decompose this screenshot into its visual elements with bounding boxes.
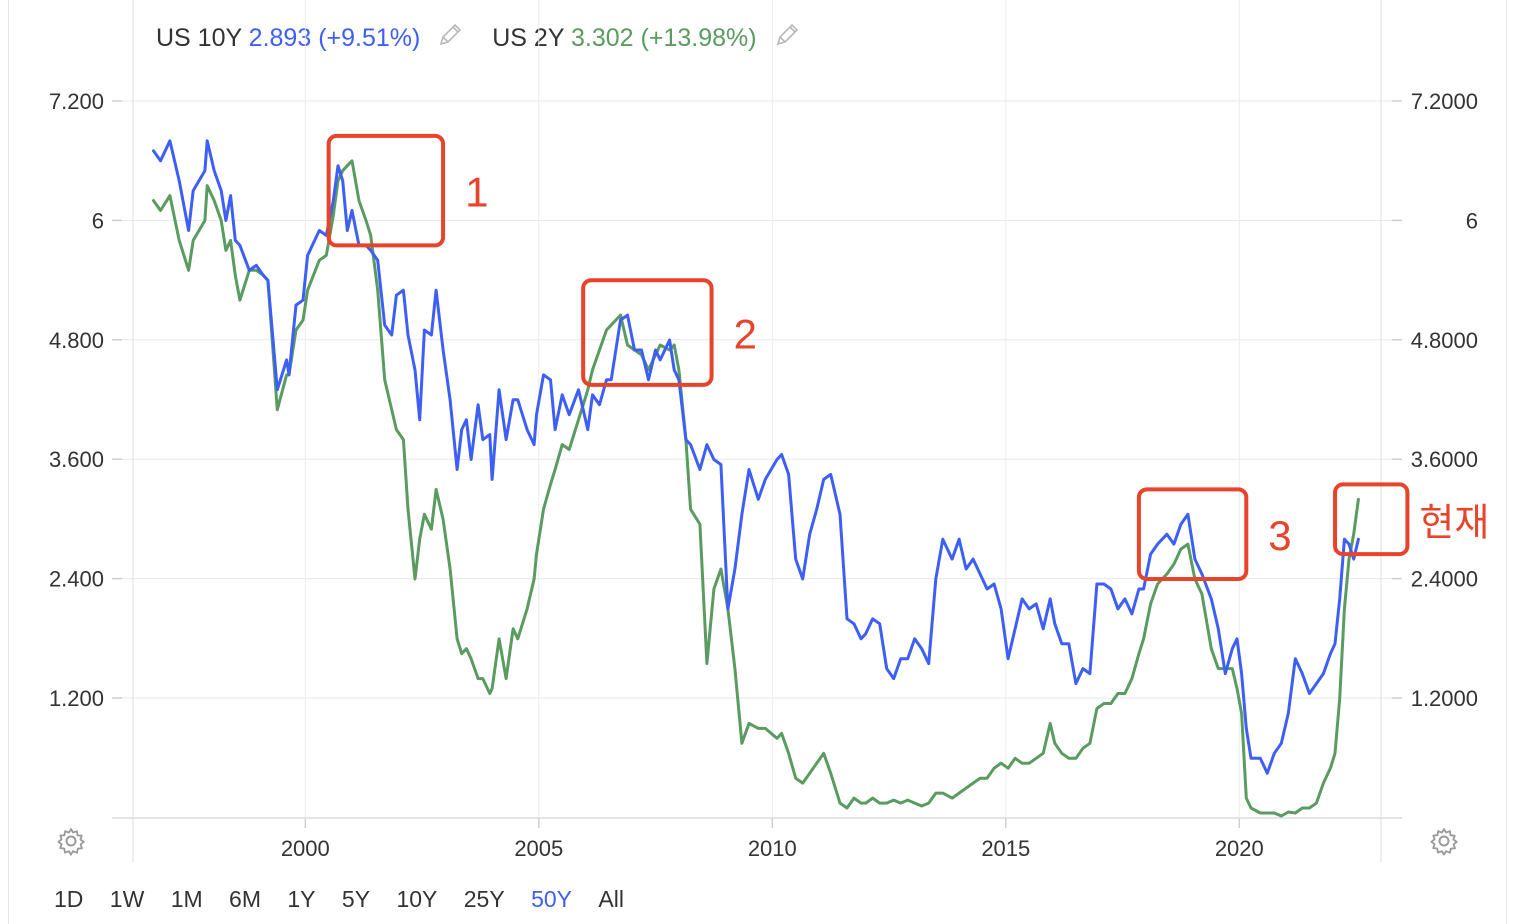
gear-icon[interactable] [1429,826,1459,856]
annotation-box [1333,482,1410,557]
range-1y[interactable]: 1Y [287,886,316,912]
range-25y[interactable]: 25Y [463,886,505,912]
legend-us2y-change: (+13.98%) [640,24,757,52]
y-tick-label-left: 7.200 [49,89,104,114]
yield-line-chart[interactable]: 7.200 7.2000 6 6 4.800 4.8000 3.600 3.6000 2.400… [0,0,1520,880]
annotation-box [326,133,446,248]
range-5y[interactable]: 5Y [341,886,371,912]
time-range-selector: 1D 1W 1M 6M 1Y 5Y 10Y 25Y 50Y All [54,886,644,913]
legend-item-us2y[interactable]: US 2Y 3.302 (+13.98%) [492,22,799,55]
y-tick-label-right: 6 [1466,208,1478,233]
legend-item-us10y[interactable]: US 10Y 2.893 (+9.51%) [156,22,463,55]
range-6m[interactable]: 6M [229,886,261,912]
x-tick-label: 2010 [748,836,797,861]
x-tick-label: 2015 [981,836,1030,861]
range-50y[interactable]: 50Y [531,886,573,912]
y-tick-label-left: 2.400 [49,567,104,592]
annotation-box [581,278,714,387]
legend-us10y-change: (+9.51%) [318,24,421,52]
x-tick-label: 2005 [514,836,563,861]
y-tick-label-right: 3.6000 [1411,447,1478,472]
range-1d[interactable]: 1D [54,886,84,912]
pencil-icon[interactable] [774,22,800,55]
legend-us2y-name: US 2Y [492,24,565,52]
annotation-label: 1 [465,169,488,216]
y-tick-label-right: 7.2000 [1411,89,1478,114]
y-tick-label-left: 4.800 [49,328,104,353]
chart-legend: US 10Y 2.893 (+9.51%) US 2Y 3.302 (+13.9… [156,22,822,55]
range-all[interactable]: All [598,886,624,912]
annotation-label: 3 [1268,512,1291,559]
y-tick-label-right: 4.8000 [1411,328,1478,353]
range-10y[interactable]: 10Y [396,886,438,912]
y-tick-label-left: 1.200 [49,686,104,711]
chart-frame-right-border [1506,0,1507,924]
legend-us2y-value: 3.302 [571,24,634,52]
pencil-icon[interactable] [437,22,463,55]
legend-us10y-value: 2.893 [248,24,312,52]
chart-frame-left-border [8,0,9,924]
range-1w[interactable]: 1W [109,886,145,912]
x-tick-label: 2020 [1215,836,1264,861]
gear-icon[interactable] [56,826,86,856]
series-line-us10y [152,139,1360,775]
y-tick-label-left: 6 [92,208,104,233]
range-1m[interactable]: 1M [170,886,203,912]
y-tick-label-right: 1.2000 [1411,686,1478,711]
annotation-box [1136,487,1249,581]
legend-us10y-name: US 10Y [156,24,242,52]
annotation-label: 현재 [1419,502,1489,544]
y-tick-label-right: 2.4000 [1411,567,1478,592]
annotation-label: 2 [734,311,757,358]
y-tick-label-left: 3.600 [49,447,104,472]
x-tick-label: 2000 [281,836,330,861]
